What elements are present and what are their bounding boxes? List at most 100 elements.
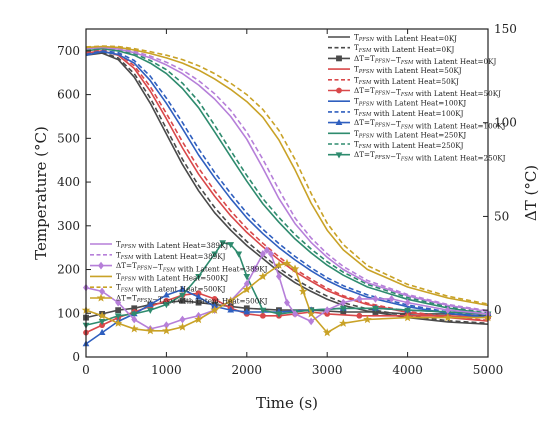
data-point: [99, 287, 106, 296]
data-point: [259, 250, 266, 258]
data-point: [163, 291, 170, 298]
y-tick-label: 500: [57, 131, 80, 145]
data-point: [146, 307, 154, 314]
data-point: [292, 310, 299, 318]
data-point: [404, 298, 411, 307]
series-line: [85, 46, 489, 313]
x-tick-label: 5000: [473, 363, 504, 377]
legend-label: TPFSN with Latent Heat=389KJ: [116, 240, 228, 251]
data-point: [363, 315, 372, 324]
legend-entry: ΔT=TPFSN−TFSM with Latent Heat=500KJ: [90, 294, 268, 306]
data-point: [404, 307, 411, 314]
legend-entry: ΔT=TPFSN−TFSM with Latent Heat=100KJ: [328, 118, 506, 130]
legend-label: TFSM with Latent Heat=500KJ: [116, 283, 226, 294]
data-point: [338, 318, 348, 327]
x-tick-label: 2000: [232, 363, 263, 377]
data-point: [98, 319, 106, 326]
legend-entry: TFSM with Latent Heat=100KJ: [328, 107, 464, 118]
series-layer: [81, 45, 493, 347]
data-point: [114, 313, 122, 320]
legend-marker: [96, 293, 106, 302]
data-point: [243, 308, 251, 315]
data-point: [275, 272, 282, 281]
x-tick-label: 1000: [151, 363, 182, 377]
series-2: [85, 51, 489, 325]
data-point: [194, 315, 203, 324]
data-point: [308, 317, 315, 326]
legend-label: TFSM with Latent Heat=100KJ: [354, 107, 464, 118]
y2-tick-label: 150: [494, 22, 517, 36]
data-point: [274, 260, 284, 269]
legend-entry: ΔT=TPFSN−TFSM with Latent Heat=0KJ: [328, 54, 496, 66]
series-8: [85, 50, 489, 318]
series-12: [82, 240, 492, 329]
data-point: [226, 296, 235, 305]
data-point: [259, 307, 267, 314]
data-point: [146, 326, 155, 335]
legend-label: ΔT=TPFSN−TFSM with Latent Heat=389KJ: [116, 261, 268, 273]
data-point: [162, 326, 171, 335]
data-point: [242, 285, 252, 294]
legend-marker: [336, 87, 342, 94]
data-point: [263, 246, 270, 255]
legend-label: TPFSN with Latent Heat=500KJ: [116, 272, 228, 283]
data-point: [113, 318, 123, 327]
y2-tick-label: 100: [494, 116, 517, 130]
axes-layer: 0 1000 2000 3000 4000 50000100200300400500600…: [57, 22, 517, 377]
legend-label: ΔT=TPFSN−TFSM with Latent Heat=0KJ: [354, 54, 496, 66]
series-line: [85, 241, 489, 326]
data-point: [372, 295, 379, 303]
data-point: [322, 328, 332, 337]
legend-marker: [335, 152, 343, 159]
data-point: [290, 264, 300, 273]
legend-label: ΔT=TPFSN−TFSM with Latent Heat=50KJ: [354, 86, 501, 98]
series-line: [85, 50, 489, 319]
series-14: [85, 46, 489, 312]
data-point: [227, 306, 235, 313]
legend-label: ΔT=TPFSN−TFSM with Latent Heat=250KJ: [354, 150, 506, 162]
data-point: [275, 311, 283, 318]
data-point: [195, 299, 202, 306]
legend-marker: [335, 118, 343, 125]
data-point: [259, 312, 266, 319]
y2-tick-label: 0: [494, 303, 502, 317]
data-point: [195, 293, 202, 300]
y-tick-label: 0: [72, 350, 80, 364]
data-point: [267, 250, 274, 258]
data-point: [258, 271, 268, 281]
data-point: [131, 315, 138, 324]
data-point: [243, 274, 251, 281]
series-18: [81, 258, 493, 337]
series-16: [85, 45, 489, 307]
data-point: [356, 312, 363, 319]
data-point: [98, 328, 106, 336]
series-11: [85, 47, 489, 315]
legend-label: TPFSN with Latent Heat=250KJ: [354, 129, 466, 140]
legend-entry: ΔT=TPFSN−TFSM with Latent Heat=250KJ: [328, 150, 506, 162]
data-point: [163, 302, 170, 309]
data-point: [178, 322, 187, 331]
data-point: [211, 295, 218, 302]
legend-label: TFSM with Latent Heat=250KJ: [354, 140, 464, 151]
series-13: [85, 46, 489, 313]
y-tick-label: 600: [57, 88, 80, 102]
data-point: [340, 298, 347, 307]
legend-label: TFSM with Latent Heat=389KJ: [116, 250, 226, 261]
series-line: [85, 50, 489, 318]
legend-entry: TFSM with Latent Heat=50KJ: [328, 75, 459, 86]
data-point: [210, 305, 219, 314]
series-1: [85, 52, 489, 325]
legend-label: TFSM with Latent Heat=50KJ: [354, 75, 459, 86]
legend-label: TPFSN with Latent Heat=100KJ: [354, 97, 466, 108]
y2-tick-label: 50: [494, 209, 509, 223]
data-point: [298, 286, 308, 295]
data-point: [115, 307, 122, 314]
legend-entry: TPFSN with Latent Heat=389KJ: [90, 240, 228, 251]
data-point: [388, 295, 395, 303]
data-point: [130, 324, 139, 333]
data-point: [443, 313, 453, 322]
legend-entry: TPFSN with Latent Heat=250KJ: [328, 129, 466, 140]
